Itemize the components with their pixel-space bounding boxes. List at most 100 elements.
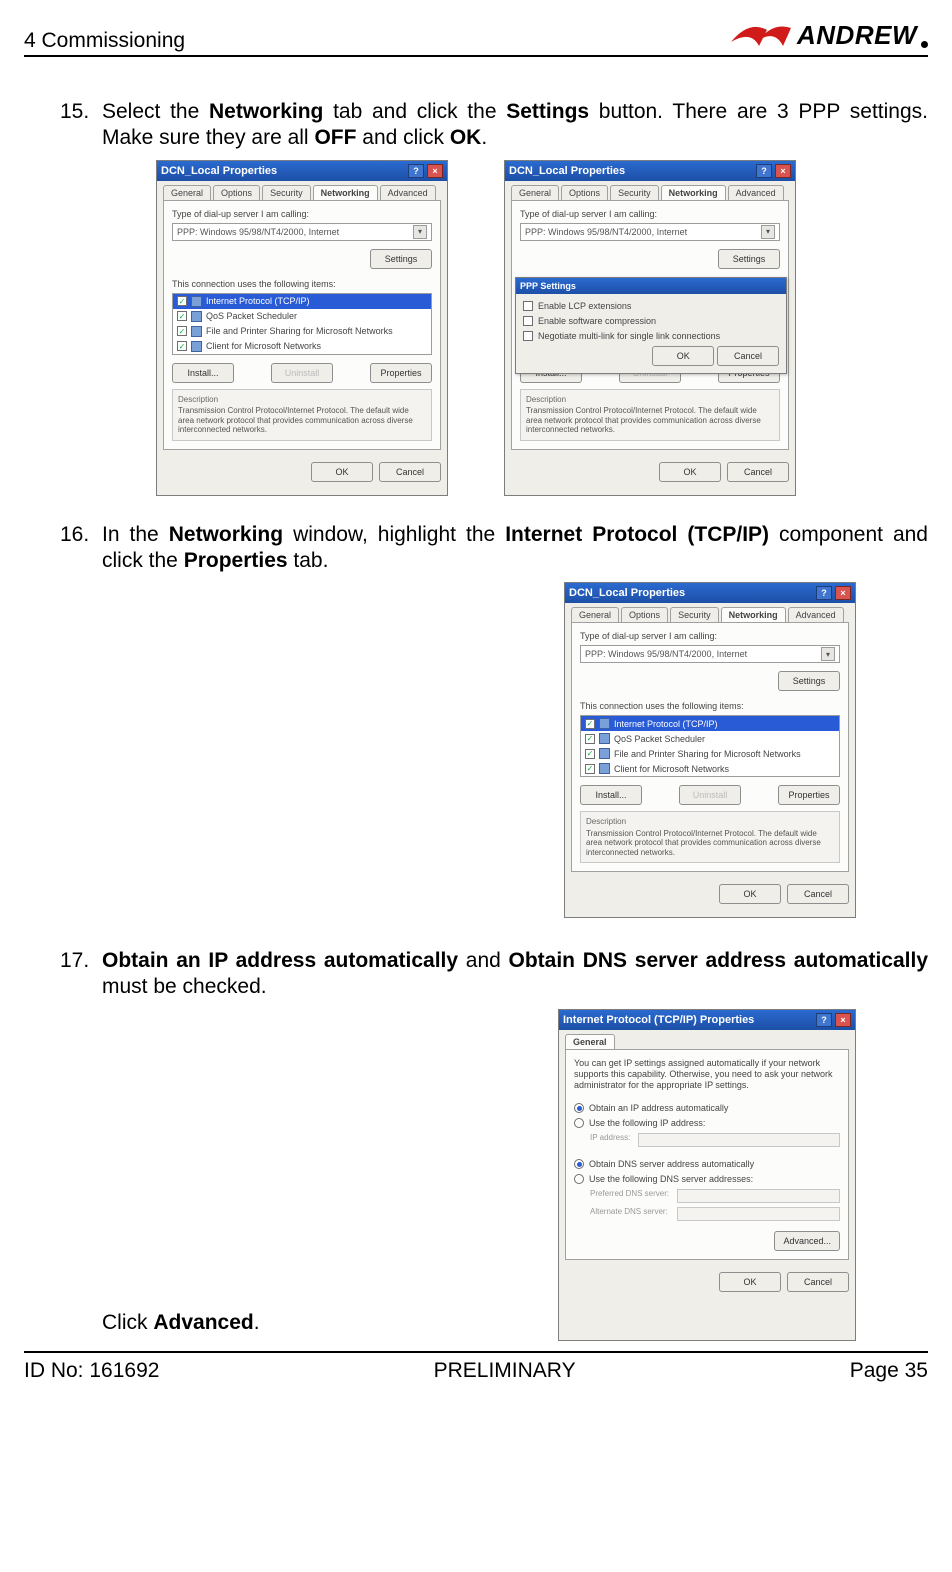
cancel-button[interactable]: Cancel <box>379 462 441 482</box>
click-advanced-text: Click Advanced. <box>102 1311 260 1335</box>
item-qos[interactable]: ✓QoS Packet Scheduler <box>581 731 839 746</box>
tab-options[interactable]: Options <box>621 607 668 622</box>
cancel-button[interactable]: Cancel <box>727 462 789 482</box>
settings-button[interactable]: Settings <box>370 249 432 269</box>
item-fps[interactable]: ✓File and Printer Sharing for Microsoft … <box>581 746 839 761</box>
tab-general[interactable]: General <box>511 185 559 200</box>
logo-swoosh-icon <box>729 18 793 53</box>
figure-row-1: DCN_Local Properties?×GeneralOptionsSecu… <box>24 160 928 496</box>
dialog-title: DCN_Local Properties <box>161 165 277 177</box>
radio-use-dns[interactable]: Use the following DNS server addresses: <box>574 1174 840 1184</box>
page-number: Page 35 <box>850 1359 928 1383</box>
ok-button[interactable]: OK <box>719 1272 781 1292</box>
ppp-settings-dialog: PPP SettingsEnable LCP extensionsEnable … <box>515 277 787 374</box>
dialog-title: Internet Protocol (TCP/IP) Properties <box>563 1014 754 1026</box>
networking-dialog: DCN_Local Properties?× GeneralOptionsSecu… <box>564 582 856 918</box>
cancel-button[interactable]: Cancel <box>787 1272 849 1292</box>
close-icon[interactable]: × <box>427 164 443 178</box>
ok-button[interactable]: OK <box>719 884 781 904</box>
tab-security[interactable]: Security <box>262 185 311 200</box>
item-client[interactable]: ✓Client for Microsoft Networks <box>581 761 839 776</box>
properties-button[interactable]: Properties <box>370 363 432 383</box>
section-title: 4 Commissioning <box>24 29 185 53</box>
tab-networking[interactable]: Networking <box>313 185 378 200</box>
radio-obtain-dns[interactable]: Obtain DNS server address automatically <box>574 1159 840 1169</box>
advanced-button[interactable]: Advanced... <box>774 1231 840 1251</box>
step-16: 16. In the Networking window, highlight … <box>60 522 928 575</box>
item-qos[interactable]: ✓QoS Packet Scheduler <box>173 309 431 324</box>
close-icon[interactable]: × <box>835 586 851 600</box>
ppp-opt-lcp[interactable]: Enable LCP extensions <box>523 301 779 311</box>
item-tcpip[interactable]: ✓Internet Protocol (TCP/IP) <box>581 716 839 731</box>
dialog-title: DCN_Local Properties <box>509 165 625 177</box>
brand-logo: ANDREW <box>729 18 928 53</box>
tab-advanced[interactable]: Advanced <box>788 607 844 622</box>
dialup-select[interactable]: PPP: Windows 95/98/NT4/2000, Internet▾ <box>580 645 840 663</box>
dialup-label: Type of dial-up server I am calling: <box>172 209 432 219</box>
tab-networking[interactable]: Networking <box>661 185 726 200</box>
items-label: This connection uses the following items… <box>580 701 840 711</box>
step-number: 17. <box>60 948 102 1001</box>
ppp-ok-button[interactable]: OK <box>652 346 714 366</box>
ppp-cancel-button[interactable]: Cancel <box>717 346 779 366</box>
doc-status: PRELIMINARY <box>434 1359 576 1383</box>
item-client[interactable]: ✓Client for Microsoft Networks <box>173 339 431 354</box>
tab-general[interactable]: General <box>163 185 211 200</box>
step-text: Obtain an IP address automatically and O… <box>102 948 928 1001</box>
chevron-down-icon[interactable]: ▾ <box>413 225 427 239</box>
page-footer: ID No: 161692 PRELIMINARY Page 35 <box>24 1351 928 1383</box>
ip-fields: IP address: <box>590 1133 840 1147</box>
document-page: 4 Commissioning ANDREW 15. Select the Ne… <box>0 0 952 1393</box>
cancel-button[interactable]: Cancel <box>787 884 849 904</box>
tab-general[interactable]: General <box>571 607 619 622</box>
networking-dialog: DCN_Local Properties?× GeneralOptionsSecu… <box>504 160 796 496</box>
tab-security[interactable]: Security <box>610 185 659 200</box>
uninstall-button[interactable]: Uninstall <box>271 363 333 383</box>
help-icon[interactable]: ? <box>408 164 424 178</box>
tab-options[interactable]: Options <box>561 185 608 200</box>
ppp-opt-multilink[interactable]: Negotiate multi-link for single link con… <box>523 331 779 341</box>
help-icon[interactable]: ? <box>816 586 832 600</box>
uninstall-button[interactable]: Uninstall <box>679 785 741 805</box>
item-tcpip[interactable]: ✓Internet Protocol (TCP/IP) <box>173 294 431 309</box>
tab-advanced[interactable]: Advanced <box>728 185 784 200</box>
tab-advanced[interactable]: Advanced <box>380 185 436 200</box>
step-15: 15. Select the Networking tab and click … <box>60 99 928 152</box>
settings-button[interactable]: Settings <box>718 249 780 269</box>
ppp-opt-compress[interactable]: Enable software compression <box>523 316 779 326</box>
tab-options[interactable]: Options <box>213 185 260 200</box>
dialup-select[interactable]: PPP: Windows 95/98/NT4/2000, Internet▾ <box>172 223 432 241</box>
tcpip-properties-dialog: Internet Protocol (TCP/IP) Properties?× G… <box>558 1009 856 1341</box>
item-fps[interactable]: ✓File and Printer Sharing for Microsoft … <box>173 324 431 339</box>
help-icon[interactable]: ? <box>816 1013 832 1027</box>
tab-general[interactable]: General <box>565 1034 615 1049</box>
install-button[interactable]: Install... <box>172 363 234 383</box>
settings-button[interactable]: Settings <box>778 671 840 691</box>
chevron-down-icon[interactable]: ▾ <box>761 225 775 239</box>
dns-fields: Preferred DNS server:Alternate DNS serve… <box>590 1189 840 1221</box>
ip-intro: You can get IP settings assigned automat… <box>574 1058 840 1092</box>
ok-button[interactable]: OK <box>659 462 721 482</box>
step-text: In the Networking window, highlight the … <box>102 522 928 575</box>
tab-networking[interactable]: Networking <box>721 607 786 622</box>
install-button[interactable]: Install... <box>580 785 642 805</box>
dialog-tabs: GeneralOptionsSecurityNetworkingAdvanced <box>157 181 447 200</box>
properties-button[interactable]: Properties <box>778 785 840 805</box>
dialog-title: DCN_Local Properties <box>569 587 685 599</box>
help-icon[interactable]: ? <box>756 164 772 178</box>
tab-security[interactable]: Security <box>670 607 719 622</box>
protocol-icon <box>191 341 202 352</box>
components-listbox[interactable]: ✓Internet Protocol (TCP/IP)✓QoS Packet S… <box>172 293 432 355</box>
dialog-tabs: GeneralOptionsSecurityNetworkingAdvanced <box>565 603 855 622</box>
page-header: 4 Commissioning ANDREW <box>24 18 928 57</box>
close-icon[interactable]: × <box>775 164 791 178</box>
ok-button[interactable]: OK <box>311 462 373 482</box>
chevron-down-icon[interactable]: ▾ <box>821 647 835 661</box>
components-listbox[interactable]: ✓Internet Protocol (TCP/IP)✓QoS Packet S… <box>580 715 840 777</box>
items-label: This connection uses the following items… <box>172 279 432 289</box>
radio-use-ip[interactable]: Use the following IP address: <box>574 1118 840 1128</box>
radio-obtain-ip[interactable]: Obtain an IP address automatically <box>574 1103 840 1113</box>
description-box: DescriptionTransmission Control Protocol… <box>172 389 432 441</box>
close-icon[interactable]: × <box>835 1013 851 1027</box>
dialup-select[interactable]: PPP: Windows 95/98/NT4/2000, Internet▾ <box>520 223 780 241</box>
